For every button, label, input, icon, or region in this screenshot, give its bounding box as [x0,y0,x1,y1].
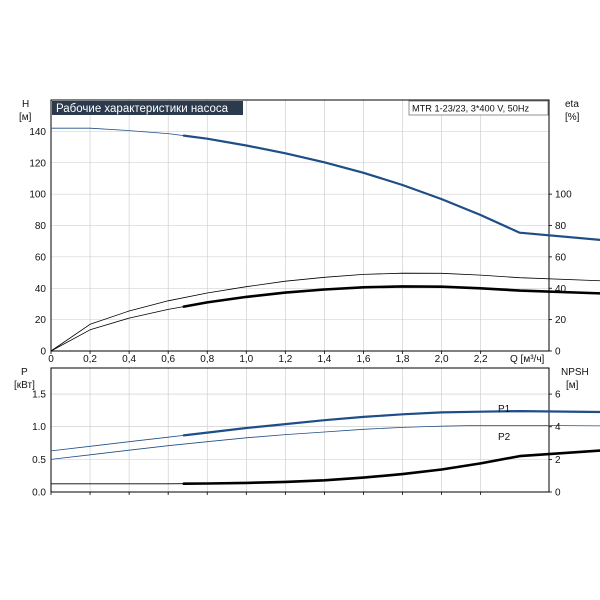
y-left-tick-label: 0 [40,347,46,358]
lower-chart-series [50,410,600,485]
y-left-tick-label: 60 [35,252,47,263]
p2-series-label: P2 [498,432,511,443]
series-0-2-line [182,285,600,308]
y-right-tick-label: 80 [555,221,567,232]
y-right-tick-label: 60 [555,252,567,263]
x-tick-label: 0,4 [122,354,136,365]
model-label-box [408,100,549,116]
y-left-tick-label: 1.5 [32,390,46,401]
npsh-axis-unit: [м] [566,380,579,391]
series-0-0-line-extrapolated [50,127,185,136]
y-left-tick-label: 140 [29,127,46,138]
series-1-2-line [182,449,600,485]
x-tick-label: 2,2 [474,354,488,365]
y-right-tick-label: 20 [555,315,567,326]
lower-chart-frame [50,367,550,493]
series-p1-line-extrapolated [50,435,185,452]
y-left-tick-label: 80 [35,221,47,232]
y-right-tick-label: 0 [555,347,561,358]
power-axis-unit: [кВт] [14,380,35,391]
lower-chart-ticks: 0.0 0.5 1.0 1.5 0 2 4 6 [32,390,561,499]
upper-chart-ticks: 0 0,2 0,4 0,6 0,8 1,0 1,2 1,4 1,6 1,8 2,0 2,2 0 20 40 6… [29,127,572,365]
x-tick-label: 0,8 [200,354,214,365]
model-label: MTR 1-23/23, 3*400 V, 50Hz [412,104,530,114]
y-right-tick-label: 4 [555,422,561,433]
x-tick-label: 1,2 [278,354,292,365]
y-right-tick-label: 2 [555,455,561,466]
series-0-0-line [182,134,600,241]
y-right-tick-label: 6 [555,390,561,401]
npsh-axis-label: NPSH [561,367,589,378]
series-0-1-line [50,272,600,352]
y-right-tick-label: 40 [555,284,567,295]
head-axis-label: H [22,99,29,110]
y-left-tick-label: 0.0 [32,488,46,499]
x-tick-label: 1,6 [357,354,371,365]
p1-series-label: P1 [498,404,511,415]
lower-chart-grid [51,368,549,492]
x-tick-label: 1,8 [396,354,410,365]
x-tick-label: 2,0 [435,354,449,365]
upper-chart-series [50,127,600,352]
series-0-2-line-extrapolated [50,306,185,352]
x-tick-label: 0 [48,354,54,365]
efficiency-axis-label: eta [565,99,579,110]
head-axis-unit: [м] [19,112,32,123]
power-axis-label: P [21,367,28,378]
series-p1-line [182,410,600,437]
x-tick-label: 1,4 [317,354,331,365]
y-right-tick-label: 100 [555,190,572,201]
x-tick-label: 1,0 [239,354,253,365]
x-tick-label: 0,6 [161,354,175,365]
chart-title: Рабочие характеристики насоса [56,103,229,115]
chart-title-background [52,101,243,115]
flow-axis-label: Q [м³/ч] [510,354,545,365]
x-tick-label: 0,2 [83,354,97,365]
y-left-tick-label: 100 [29,190,46,201]
y-left-tick-label: 40 [35,284,47,295]
y-right-tick-label: 0 [555,488,561,499]
y-left-tick-label: 1.0 [32,422,46,433]
y-left-tick-label: 20 [35,315,47,326]
y-left-tick-label: 0.5 [32,455,46,466]
efficiency-axis-unit: [%] [565,112,580,123]
upper-chart-grid [51,100,549,351]
y-left-tick-label: 120 [29,158,46,169]
series-p2-line [50,425,600,460]
